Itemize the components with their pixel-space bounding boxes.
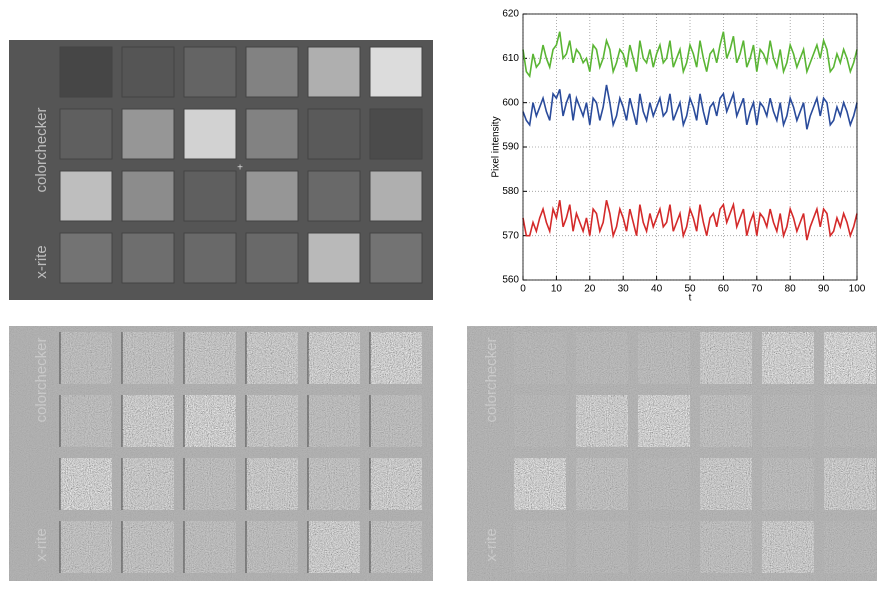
color-patch <box>60 171 112 221</box>
color-patch <box>246 109 298 159</box>
x-tick-label: 90 <box>818 284 830 295</box>
color-patch <box>246 47 298 97</box>
x-tick-label: 0 <box>520 284 526 295</box>
colorchecker-photo: colorchecker x-rite + <box>9 40 433 300</box>
x-tick-label: 20 <box>584 284 596 295</box>
x-tick-label: 50 <box>684 284 696 295</box>
color-patch <box>122 47 174 97</box>
color-patch <box>122 171 174 221</box>
y-tick-label: 610 <box>502 53 519 64</box>
color-patch <box>60 47 112 97</box>
color-patch <box>308 233 360 283</box>
y-tick-label: 570 <box>502 230 519 241</box>
logo-text: x-rite <box>33 245 50 278</box>
y-tick-label: 620 <box>502 9 519 20</box>
crosshair: + <box>237 163 243 174</box>
y-tick-label: 560 <box>502 275 519 286</box>
color-patch <box>370 47 422 97</box>
x-tick-label: 100 <box>849 284 866 295</box>
color-patch <box>308 109 360 159</box>
color-patch <box>246 233 298 283</box>
color-patch <box>122 233 174 283</box>
color-patch <box>122 109 174 159</box>
y-tick-label: 590 <box>502 142 519 153</box>
color-patch <box>308 47 360 97</box>
y-axis-label: Pixel intensity <box>491 116 502 177</box>
x-tick-label: 60 <box>718 284 730 295</box>
difference-image-2: colorchecker x-rite <box>467 326 877 581</box>
figure: colorchecker x-rite + colorchecker x-rit… <box>0 0 879 586</box>
color-patch <box>184 233 236 283</box>
x-tick-label: 80 <box>785 284 797 295</box>
x-tick-label: 70 <box>751 284 763 295</box>
difference-image-1: colorchecker x-rite <box>9 326 433 581</box>
brand-text: colorchecker <box>33 107 50 192</box>
color-patch <box>184 47 236 97</box>
noise-overlay <box>467 326 877 581</box>
x-tick-label: 10 <box>551 284 563 295</box>
color-patch <box>60 233 112 283</box>
y-tick-label: 580 <box>502 186 519 197</box>
color-patch <box>60 109 112 159</box>
y-tick-label: 600 <box>502 97 519 108</box>
color-patch <box>308 171 360 221</box>
color-patch <box>370 233 422 283</box>
x-tick-label: 40 <box>651 284 663 295</box>
color-patch <box>184 109 236 159</box>
color-patch <box>370 171 422 221</box>
noise-overlay <box>9 326 433 581</box>
x-tick-label: 30 <box>618 284 630 295</box>
color-patch <box>184 171 236 221</box>
line-chart: Pixel intensity t 5605705805906006106200… <box>491 9 866 304</box>
color-patch <box>246 171 298 221</box>
color-patch <box>370 109 422 159</box>
